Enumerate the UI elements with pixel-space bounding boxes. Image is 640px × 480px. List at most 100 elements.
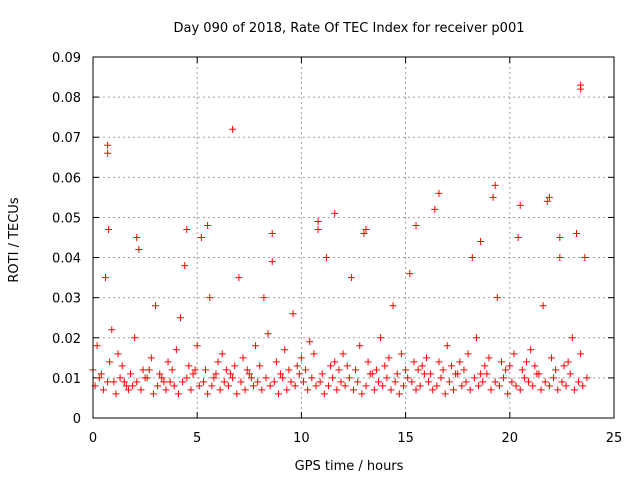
data-point [395,390,403,398]
data-point [329,374,337,382]
data-point [525,378,533,386]
data-point [370,386,378,394]
data-point [102,274,110,282]
data-point [224,382,232,390]
data-point [324,382,332,390]
data-point [545,193,553,201]
data-point [447,362,455,370]
data-point [458,382,466,390]
data-point [110,378,118,386]
data-point [312,382,320,390]
data-point [581,254,589,262]
plot-frame [92,56,615,419]
data-point [343,362,351,370]
data-point [177,314,185,322]
data-point [385,354,393,362]
data-point [489,193,497,201]
data-point [218,350,226,358]
data-point [516,386,524,394]
data-point [408,378,416,386]
data-point [377,334,385,342]
data-point [141,374,149,382]
data-point [383,374,391,382]
data-point [185,362,193,370]
x-tick-label: 25 [606,431,623,446]
data-point [491,378,499,386]
data-point [189,370,197,378]
data-point [545,382,553,390]
data-point [331,209,339,217]
data-point [575,378,583,386]
data-point [520,374,528,382]
data-point [149,390,157,398]
data-point [354,378,362,386]
y-axis-label: ROTI / TECUs [7,197,22,282]
data-point [468,254,476,262]
data-point [583,374,591,382]
data-point [206,294,214,302]
data-point [145,366,153,374]
data-point [504,390,512,398]
data-point [220,378,228,386]
data-point [577,350,585,358]
y-tick-label: 0.05 [52,211,81,226]
data-point [306,338,314,346]
data-point [516,201,524,209]
data-point [364,358,372,366]
data-point [106,358,114,366]
data-point [164,358,172,366]
data-point [316,378,324,386]
y-tick-label: 0.07 [52,131,81,146]
data-point [522,358,530,366]
data-point [118,362,126,370]
data-point [470,374,478,382]
data-point [387,386,395,394]
y-tick-label: 0.03 [52,292,81,307]
data-point [114,350,122,358]
data-point [104,378,112,386]
data-point [375,378,383,386]
data-point [487,386,495,394]
data-point [239,354,247,362]
data-point [208,382,216,390]
data-point [485,354,493,362]
data-point [104,149,112,157]
data-point [281,346,289,354]
data-point [104,141,112,149]
data-point [168,366,176,374]
data-point [204,221,212,229]
data-point [331,358,339,366]
data-point [152,302,160,310]
data-point [105,225,113,233]
data-point [527,346,535,354]
data-point [183,374,191,382]
data-point [393,370,401,378]
data-point [579,382,587,390]
data-point [379,382,387,390]
data-point [181,262,189,270]
data-point [441,390,449,398]
data-point [95,374,103,382]
data-point [127,370,135,378]
data-point [539,302,547,310]
data-point [562,382,570,390]
data-point [547,354,555,362]
y-tick-label: 0.06 [52,171,81,186]
data-point [260,294,268,302]
data-point [262,374,270,382]
data-point [202,366,210,374]
data-point [341,382,349,390]
data-point [243,366,251,374]
data-point [166,378,174,386]
data-point [358,390,366,398]
data-point [418,362,426,370]
data-point [124,386,132,394]
data-point [241,386,249,394]
data-points [89,81,591,398]
chart-title: Day 090 of 2018, Rate Of TEC Index for r… [174,21,525,36]
data-point [389,302,397,310]
data-point [258,386,266,394]
data-point [197,234,205,241]
data-point [414,366,422,374]
data-point [160,378,168,386]
